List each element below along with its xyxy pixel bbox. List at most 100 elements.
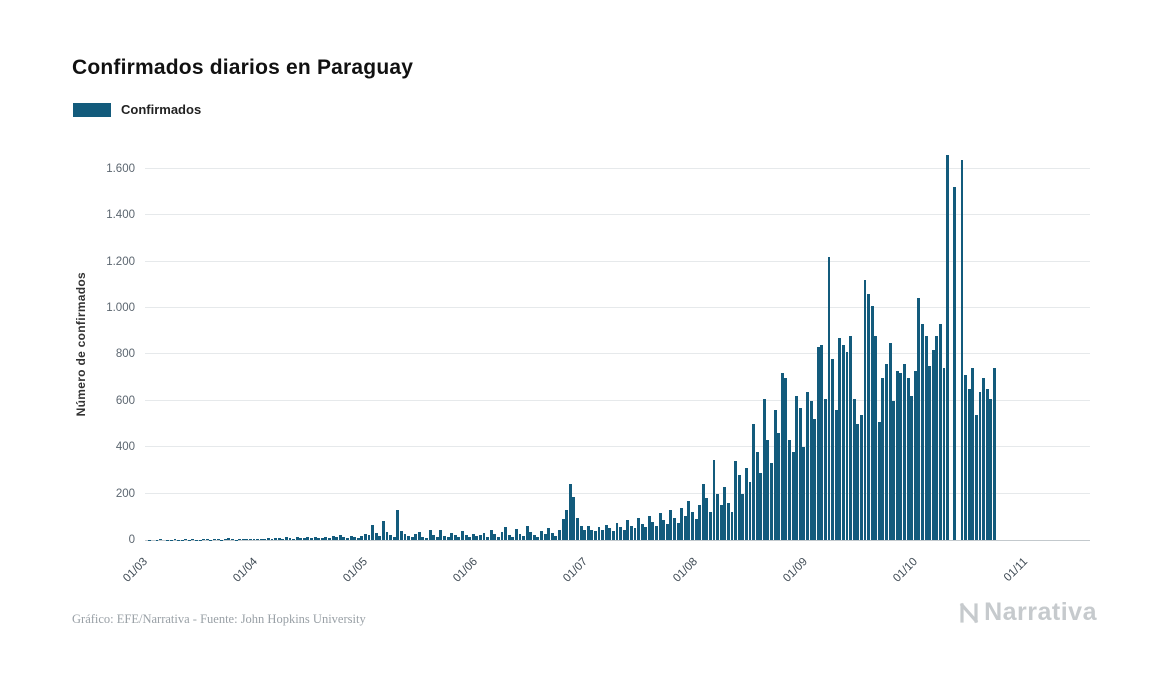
bar — [870, 305, 874, 540]
y-axis-labels: 0 200 400 600 800 1.000 1.200 1.400 1.600 — [93, 148, 145, 546]
bar — [766, 440, 770, 540]
bar — [525, 526, 529, 540]
bar — [640, 523, 644, 540]
bar — [478, 535, 482, 540]
bar — [597, 527, 601, 540]
bar — [903, 363, 906, 540]
bar — [471, 533, 475, 540]
bar — [629, 525, 633, 540]
bar — [360, 535, 364, 540]
bar — [604, 524, 608, 540]
bar — [241, 539, 245, 540]
bar — [611, 530, 615, 540]
bar — [773, 410, 777, 540]
bar — [953, 187, 957, 540]
bar — [834, 410, 838, 540]
bar — [572, 497, 576, 540]
bar — [259, 538, 263, 540]
narrativa-logo: Narrativa — [956, 598, 1097, 627]
bar — [644, 527, 648, 540]
bar — [888, 342, 892, 540]
y-tick-label: 800 — [115, 348, 135, 361]
bar — [892, 400, 896, 540]
bar — [213, 538, 216, 540]
bar — [403, 533, 407, 540]
bar — [755, 451, 759, 540]
x-tick-label: 01/08 — [671, 555, 701, 585]
bar — [705, 498, 709, 540]
legend-label: Confirmados — [121, 102, 202, 117]
bar — [622, 529, 626, 540]
bar — [780, 373, 784, 540]
gridline — [145, 214, 1090, 216]
bar — [435, 536, 439, 540]
bar — [453, 534, 457, 540]
bar — [921, 324, 924, 540]
bar — [522, 535, 525, 540]
bar — [266, 538, 270, 540]
bar — [464, 535, 468, 540]
bar — [877, 421, 881, 540]
bar — [385, 531, 389, 540]
x-tick-label: 01/04 — [231, 555, 261, 585]
bar — [514, 528, 518, 540]
source-credit: Gráfico: EFE/Narrativa - Fuente: John Ho… — [72, 612, 366, 626]
bar — [698, 505, 702, 540]
bar — [381, 521, 385, 540]
bar — [931, 349, 935, 540]
bar — [601, 530, 605, 540]
bar — [777, 433, 781, 540]
bar — [457, 536, 461, 540]
bar — [748, 482, 752, 540]
bar — [338, 534, 342, 540]
bar — [320, 538, 324, 540]
bar — [694, 519, 698, 540]
bar — [633, 528, 637, 540]
bar — [708, 512, 712, 540]
bar — [543, 534, 547, 540]
bar — [238, 538, 242, 540]
bar — [798, 407, 802, 540]
bar — [881, 377, 885, 540]
bar — [306, 537, 310, 540]
bar — [788, 440, 791, 540]
bar — [906, 377, 910, 540]
bar — [895, 370, 899, 540]
gridline — [145, 399, 1090, 401]
gridline — [145, 492, 1090, 494]
y-axis-title: Número de confirmados — [74, 271, 88, 417]
bar — [874, 335, 878, 540]
bar — [288, 538, 292, 540]
bar — [971, 368, 975, 540]
bar — [554, 535, 558, 540]
bar — [231, 539, 234, 540]
bar — [827, 257, 831, 540]
bar — [417, 531, 421, 540]
y-tick-label: 0 — [128, 534, 135, 546]
bar — [687, 501, 691, 540]
bar — [475, 536, 479, 540]
bar — [985, 389, 989, 540]
bar — [324, 537, 328, 540]
bar — [935, 335, 939, 540]
bar — [917, 297, 921, 540]
bar — [374, 533, 378, 540]
bar — [389, 534, 393, 540]
bar — [856, 424, 860, 540]
y-tick-label: 1.400 — [106, 209, 135, 222]
bar — [615, 523, 619, 540]
bar — [252, 539, 256, 540]
bar — [967, 389, 971, 540]
bar — [558, 529, 561, 540]
bar — [335, 537, 339, 540]
x-axis-labels: 01/03 01/04 01/05 01/06 01/07 01/08 01/09 01/10… — [121, 544, 1030, 585]
bar — [450, 533, 454, 540]
bars — [148, 148, 996, 540]
bar — [849, 335, 853, 540]
bar — [378, 535, 382, 540]
legend-item[interactable]: Confirmados — [73, 102, 201, 117]
bar — [561, 519, 565, 540]
bar — [885, 363, 888, 540]
bar — [809, 400, 813, 540]
